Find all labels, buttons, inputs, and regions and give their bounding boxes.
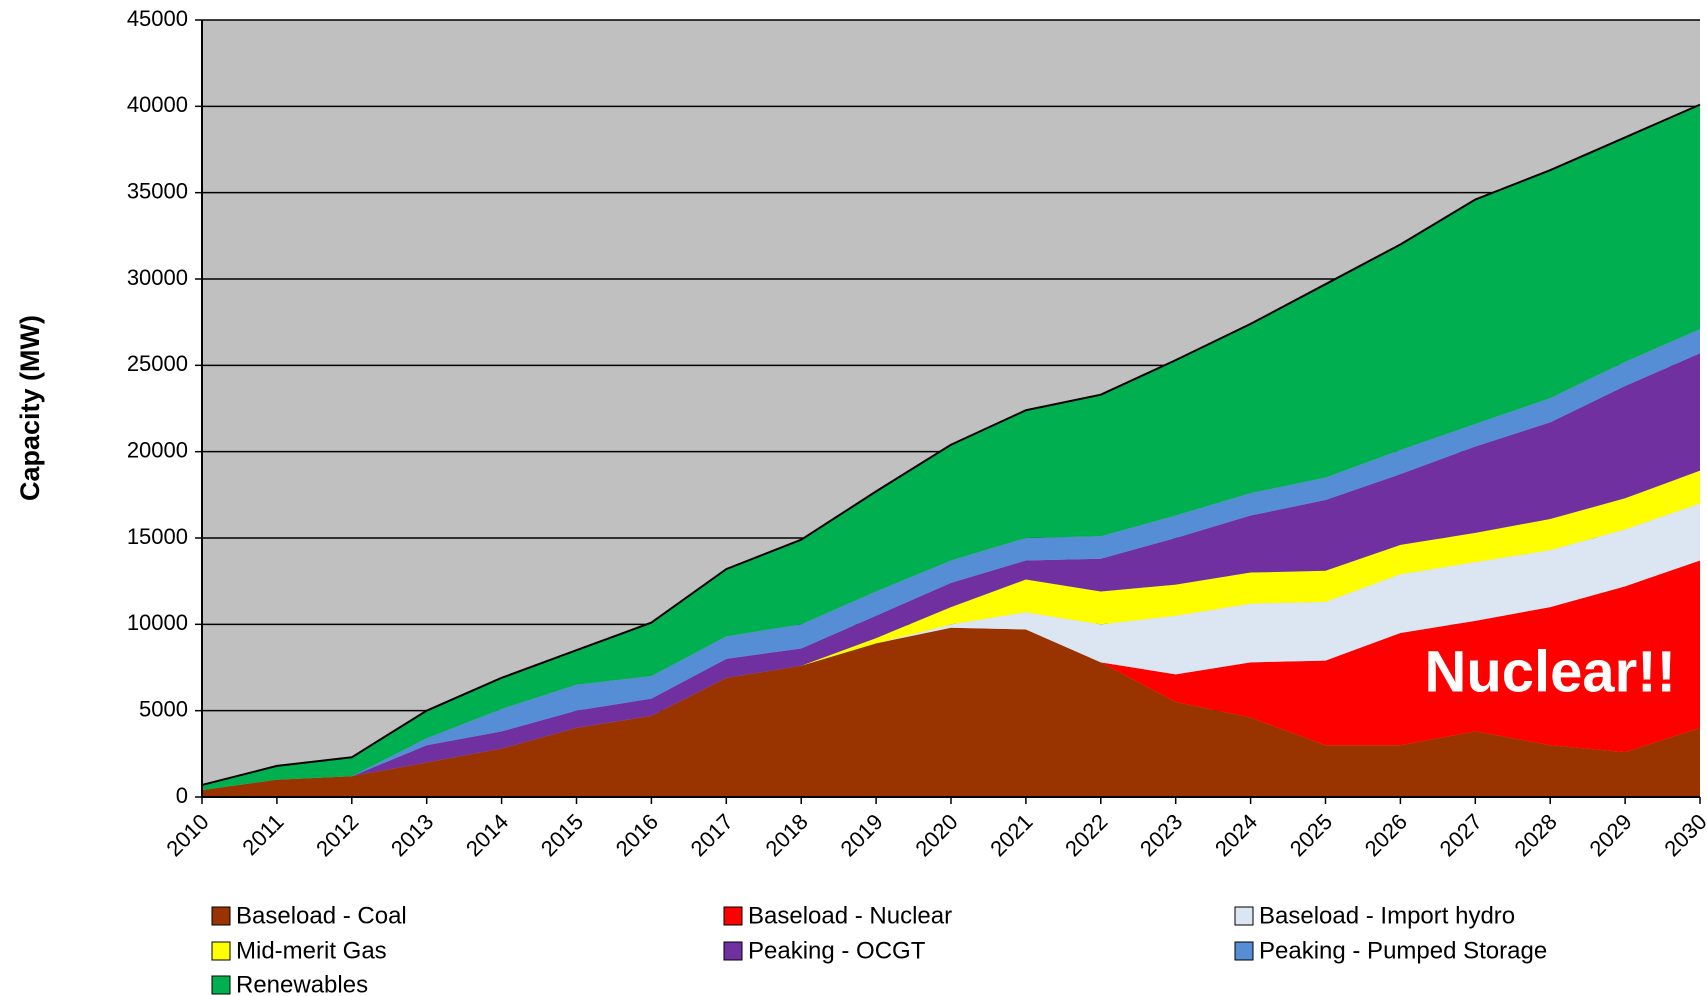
y-axis-label: Capacity (MW) [15,315,45,501]
x-tick-label: 2024 [1210,809,1262,861]
legend-label: Renewables [236,971,368,996]
legend-swatch [211,975,231,995]
x-tick-label: 2028 [1510,809,1562,861]
x-tick-label: 2025 [1285,809,1337,861]
x-tick-label: 2015 [536,809,588,861]
legend-swatch [211,941,231,961]
total-outline [201,103,1701,786]
x-tick-label: 2014 [461,809,513,861]
x-tick-label: 2022 [1060,809,1112,861]
x-tick-label: 2011 [237,809,288,860]
y-tick-label: 30000 [127,265,188,290]
x-tick-label: 2021 [985,809,1037,861]
x-tick-label: 2020 [910,809,962,861]
legend-swatch [1234,906,1254,926]
x-tick-label: 2026 [1360,809,1412,861]
legend-label: Baseload - Import hydro [1259,902,1515,929]
x-tick-label: 2010 [161,809,213,861]
x-tick-label: 2016 [611,809,663,861]
x-tick-label: 2013 [386,809,438,861]
legend-swatch [1234,941,1254,961]
annotation: Nuclear!! [1424,639,1675,704]
y-tick-label: 5000 [139,696,188,721]
legend-swatch [723,941,743,961]
area [202,560,1700,791]
x-tick-label: 2012 [311,809,363,861]
x-tick-label: 2030 [1659,809,1707,861]
y-tick-label: 40000 [127,92,188,117]
y-tick-label: 20000 [127,437,188,462]
y-tick-label: 10000 [127,610,188,635]
y-tick-label: 0 [176,783,188,808]
y-tick-label: 15000 [127,524,188,549]
legend-label: Peaking - Pumped Storage [1259,937,1547,964]
x-tick-label: 2023 [1135,809,1187,861]
legend-label: Mid-merit Gas [236,937,387,964]
x-tick-label: 2027 [1435,809,1487,861]
y-tick-label: 45000 [127,6,188,31]
x-tick-label: 2017 [686,809,738,861]
y-tick-label: 25000 [127,351,188,376]
area [202,104,1700,791]
legend-label: Peaking - OCGT [748,937,926,964]
legend-swatch [723,906,743,926]
y-tick-label: 35000 [127,178,188,203]
x-tick-label: 2029 [1584,809,1636,861]
legend-label: Baseload - Nuclear [748,902,952,929]
x-tick-label: 2018 [761,809,813,861]
legend-label: Baseload - Coal [236,902,407,929]
legend-swatch [211,906,231,926]
area [202,627,1700,797]
x-tick-label: 2019 [835,809,887,861]
